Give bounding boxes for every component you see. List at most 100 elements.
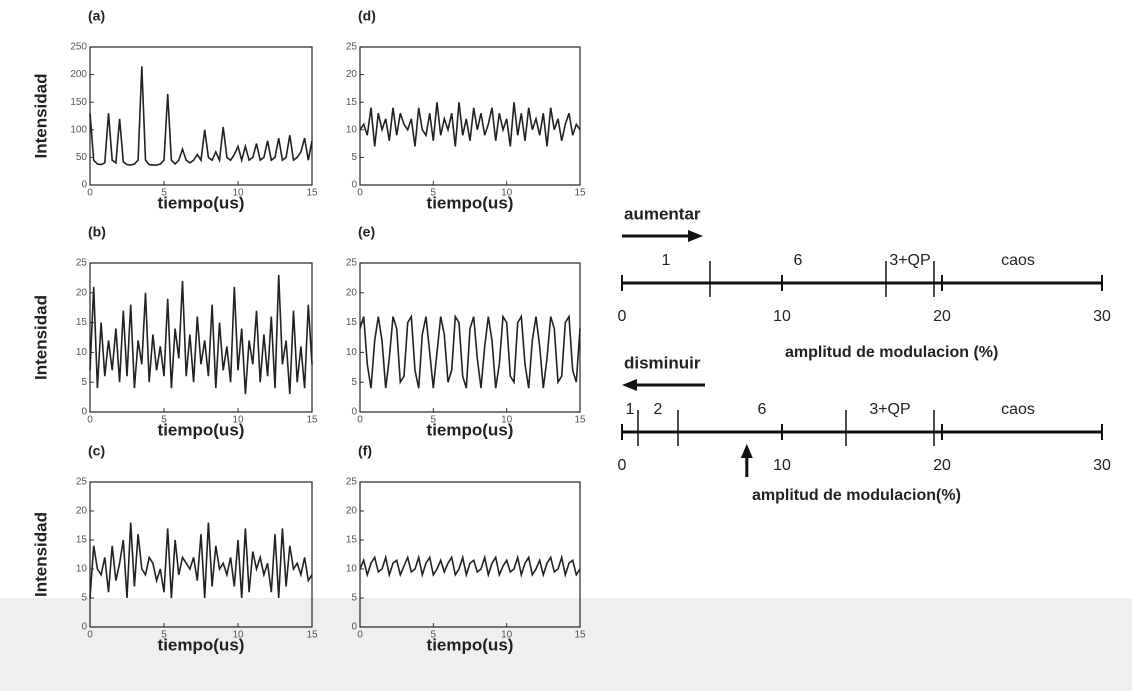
region-label: 6 xyxy=(794,252,803,269)
x-axis-label: tiempo(us) xyxy=(158,420,245,439)
x-axis-label: tiempo(us) xyxy=(427,193,514,212)
y-tick-label: 10 xyxy=(346,347,358,358)
panel-label: (b) xyxy=(88,224,106,240)
y-tick-label: 20 xyxy=(346,69,358,80)
x-tick-label: 10 xyxy=(232,188,244,199)
y-tick-label: 100 xyxy=(70,124,87,135)
y-tick-label: 10 xyxy=(346,124,358,135)
y-tick-label: 15 xyxy=(76,535,88,546)
y-tick-label: 25 xyxy=(346,477,358,488)
x-tick-label: 15 xyxy=(306,415,318,426)
x-tick-label: 5 xyxy=(161,415,167,426)
y-tick-label: 5 xyxy=(351,152,357,163)
x-tick-label: 0 xyxy=(357,415,363,426)
x-tick-label: 0 xyxy=(618,457,627,474)
y-tick-label: 10 xyxy=(76,347,88,358)
x-axis-label: tiempo(us) xyxy=(158,635,245,654)
series-line xyxy=(89,274,313,395)
x-tick-label: 0 xyxy=(618,308,627,325)
x-tick-label: 30 xyxy=(1093,308,1111,325)
x-axis-label: tiempo(us) xyxy=(427,420,514,439)
y-tick-label: 0 xyxy=(351,407,357,418)
y-tick-label: 0 xyxy=(351,622,357,633)
plot-frame xyxy=(359,481,581,628)
region-label: 3+QP xyxy=(889,252,930,269)
x-axis-label: amplitud de modulacion(%) xyxy=(752,487,961,504)
y-tick-label: 15 xyxy=(346,97,358,108)
y-tick-label: 20 xyxy=(76,287,88,298)
region-label: 2 xyxy=(654,401,663,418)
direction-label: disminuir xyxy=(624,353,701,372)
x-tick-label: 10 xyxy=(232,630,244,641)
y-tick-label: 150 xyxy=(70,97,87,108)
y-tick-label: 25 xyxy=(76,258,88,269)
y-tick-label: 15 xyxy=(346,535,358,546)
x-tick-label: 15 xyxy=(306,188,318,199)
y-tick-label: 15 xyxy=(76,317,88,328)
y-tick-label: 25 xyxy=(346,42,358,53)
x-tick-label: 20 xyxy=(933,308,951,325)
x-tick-label: 15 xyxy=(306,630,318,641)
y-axis-label: Intensidad xyxy=(31,73,50,158)
x-tick-label: 20 xyxy=(933,457,951,474)
plot-frame xyxy=(89,262,313,413)
y-axis-label: Intensidad xyxy=(31,512,50,597)
direction-label: aumentar xyxy=(624,204,701,223)
region-label: caos xyxy=(1001,401,1035,418)
arrow-head xyxy=(622,379,637,391)
x-axis-label: amplitud de modulacion (%) xyxy=(785,344,998,361)
y-tick-label: 5 xyxy=(351,377,357,388)
x-tick-label: 10 xyxy=(501,188,513,199)
y-tick-label: 15 xyxy=(346,317,358,328)
y-tick-label: 20 xyxy=(346,287,358,298)
x-tick-label: 5 xyxy=(431,188,437,199)
y-axis-label: Intensidad xyxy=(31,295,50,380)
x-tick-label: 10 xyxy=(232,415,244,426)
y-tick-label: 20 xyxy=(346,506,358,517)
arrow-head xyxy=(688,230,703,242)
y-tick-label: 0 xyxy=(81,180,87,191)
y-tick-label: 0 xyxy=(351,180,357,191)
series-line xyxy=(89,522,313,599)
y-tick-label: 5 xyxy=(81,593,87,604)
x-tick-label: 15 xyxy=(574,188,586,199)
series-line xyxy=(359,554,581,578)
x-tick-label: 5 xyxy=(161,188,167,199)
y-tick-label: 5 xyxy=(81,377,87,388)
region-label: 3+QP xyxy=(869,401,910,418)
panel-label: (c) xyxy=(88,443,105,459)
plot-frame xyxy=(89,46,313,186)
panel-label: (f) xyxy=(358,443,372,459)
x-tick-label: 30 xyxy=(1093,457,1111,474)
x-tick-label: 10 xyxy=(501,415,513,426)
plot-frame xyxy=(359,46,581,186)
x-axis-label: tiempo(us) xyxy=(158,193,245,212)
y-tick-label: 25 xyxy=(346,258,358,269)
y-tick-label: 20 xyxy=(76,506,88,517)
panel-label: (a) xyxy=(88,8,105,24)
region-label: 1 xyxy=(626,401,635,418)
series-line xyxy=(89,66,313,166)
y-tick-label: 5 xyxy=(351,593,357,604)
x-tick-label: 0 xyxy=(87,188,93,199)
background-band xyxy=(0,598,1132,691)
panel-label: (e) xyxy=(358,224,375,240)
y-tick-label: 10 xyxy=(76,564,88,575)
y-tick-label: 25 xyxy=(76,477,88,488)
x-tick-label: 15 xyxy=(574,630,586,641)
series-line xyxy=(359,314,581,389)
x-tick-label: 0 xyxy=(87,415,93,426)
arrow-head xyxy=(740,444,753,458)
x-tick-label: 10 xyxy=(773,308,791,325)
plot-frame xyxy=(359,262,581,413)
y-tick-label: 50 xyxy=(76,152,88,163)
x-tick-label: 0 xyxy=(87,630,93,641)
plot-frame xyxy=(89,481,313,628)
x-tick-label: 0 xyxy=(357,630,363,641)
x-tick-label: 10 xyxy=(773,457,791,474)
region-label: caos xyxy=(1001,252,1035,269)
x-tick-label: 10 xyxy=(501,630,513,641)
x-tick-label: 0 xyxy=(357,188,363,199)
region-label: 1 xyxy=(662,252,671,269)
series-line xyxy=(359,102,581,147)
